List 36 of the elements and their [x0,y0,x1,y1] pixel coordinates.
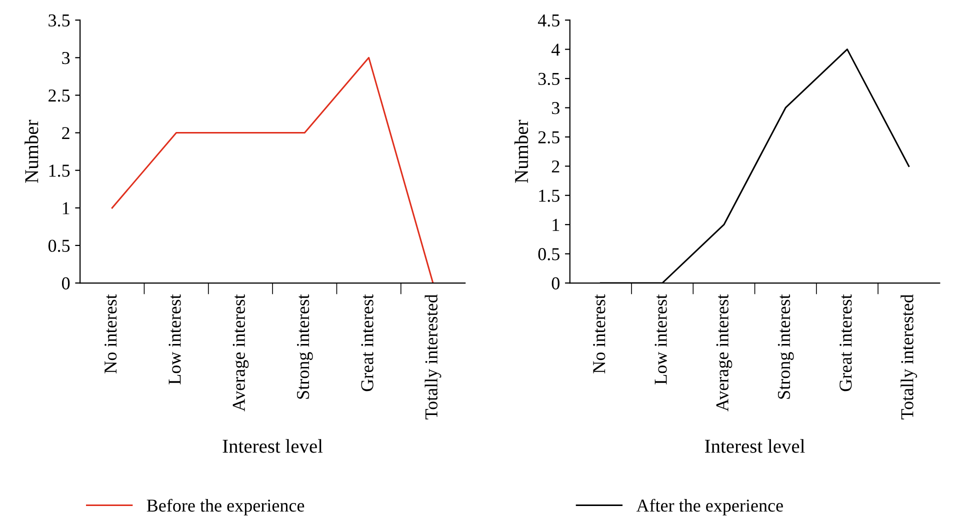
x-tick-label: Low interest [168,294,181,384]
y-tick-label: 3.5 [48,14,70,27]
y-tick-label: 1 [62,202,70,214]
x-tick-label: Totally interested [424,294,442,420]
y-tick-label: 0.5 [48,240,70,252]
y-tick-label: 3.5 [538,72,560,86]
y-tick-label: 0 [552,277,560,290]
x-axis-title: Interest level [705,439,805,453]
y-tick-label: 1 [552,218,560,231]
x-tick-label: Strong interest [778,294,794,399]
x-tick-label: Low interest [654,294,667,384]
x-tick-label: Average interest [232,294,249,412]
y-tick-label: 2 [552,160,560,172]
y-tick-label: 3 [62,52,70,64]
y-tick-label: 3 [552,102,560,114]
y-tick-label: 2 [62,127,70,140]
x-tick-label: No interest [104,294,117,374]
y-tick-label: 0 [62,277,70,290]
x-tick-label: No interest [593,294,606,374]
y-tick-label: 4.5 [538,14,560,27]
y-axis-title: Number [24,120,38,183]
legend-label: Before the experience [146,498,304,516]
y-tick-label: 4 [551,44,560,56]
y-tick-label: 1.5 [539,190,560,202]
x-axis-title: Interest level [222,439,323,453]
legend-label: After the experience [636,498,783,516]
y-tick-label: 2.5 [538,131,560,144]
x-tick-label: Average interest [716,294,732,412]
y-axis-title: Number [514,120,528,183]
x-tick-label: Strong interest [296,294,313,399]
x-tick-label: Great interest [840,294,852,392]
y-tick-label: 2.5 [48,90,70,102]
y-tick-label: 0.5 [538,248,560,260]
x-tick-label: Great interest [361,294,374,392]
y-tick-label: 1.5 [49,164,70,177]
x-tick-label: Totally interested [900,294,918,420]
